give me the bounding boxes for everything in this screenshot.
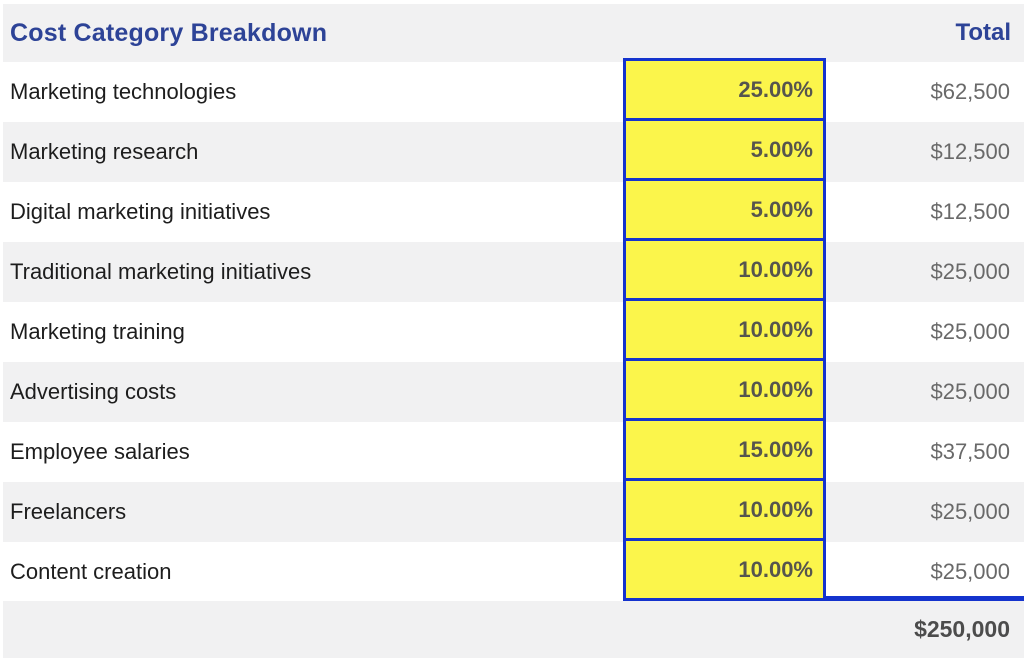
category-cell: Marketing research [10, 139, 199, 164]
percent-input-column: 25.00% 5.00% 5.00% 10.00% 10.00% 10.00% … [623, 58, 826, 601]
grand-total-row: $250,000 [3, 601, 1024, 658]
table-row: Marketing training $25,000 [3, 302, 1024, 362]
category-cell: Digital marketing initiatives [10, 199, 271, 224]
percent-input-cell[interactable]: 10.00% [623, 358, 826, 421]
total-column-header: Total [955, 19, 1011, 46]
total-cell: $12,500 [930, 139, 1010, 164]
category-cell: Freelancers [10, 499, 127, 524]
table-row: Marketing research $12,500 [3, 122, 1024, 182]
total-cell: $25,000 [930, 499, 1010, 524]
grand-total-value: $250,000 [914, 616, 1010, 642]
table-row: Employee salaries $37,500 [3, 422, 1024, 482]
percent-input-cell[interactable]: 5.00% [623, 118, 826, 181]
category-cell: Marketing technologies [10, 79, 237, 104]
category-cell: Content creation [10, 559, 172, 584]
percent-input-cell[interactable]: 5.00% [623, 178, 826, 241]
category-cell: Advertising costs [10, 379, 177, 404]
category-cell: Employee salaries [10, 439, 190, 464]
total-cell: $12,500 [930, 199, 1010, 224]
percent-input-cell[interactable]: 10.00% [623, 238, 826, 301]
page-title: Cost Category Breakdown [10, 18, 328, 47]
total-cell: $37,500 [930, 439, 1010, 464]
category-cell: Marketing training [10, 319, 185, 344]
table-body: Marketing technologies $62,500 Marketing… [3, 62, 1024, 602]
total-cell: $25,000 [930, 319, 1010, 344]
table-row: Marketing technologies $62,500 [3, 62, 1024, 122]
total-cell: $62,500 [930, 79, 1010, 104]
table-row: Content creation $25,000 [3, 542, 1024, 602]
percent-input-cell[interactable]: 15.00% [623, 418, 826, 481]
table-row: Traditional marketing initiatives $25,00… [3, 242, 1024, 302]
percent-input-cell[interactable]: 10.00% [623, 478, 826, 541]
category-cell: Traditional marketing initiatives [10, 259, 312, 284]
total-cell: $25,000 [930, 379, 1010, 404]
percent-input-cell[interactable]: 10.00% [623, 538, 826, 601]
table-header-row: Cost Category Breakdown Total [3, 4, 1024, 62]
percent-input-cell[interactable]: 25.00% [623, 58, 826, 121]
percent-input-cell[interactable]: 10.00% [623, 298, 826, 361]
total-column-underline [823, 596, 1024, 601]
table-row: Advertising costs $25,000 [3, 362, 1024, 422]
table-row: Freelancers $25,000 [3, 482, 1024, 542]
total-cell: $25,000 [930, 259, 1010, 284]
table-row: Digital marketing initiatives $12,500 [3, 182, 1024, 242]
total-cell: $25,000 [930, 559, 1010, 584]
